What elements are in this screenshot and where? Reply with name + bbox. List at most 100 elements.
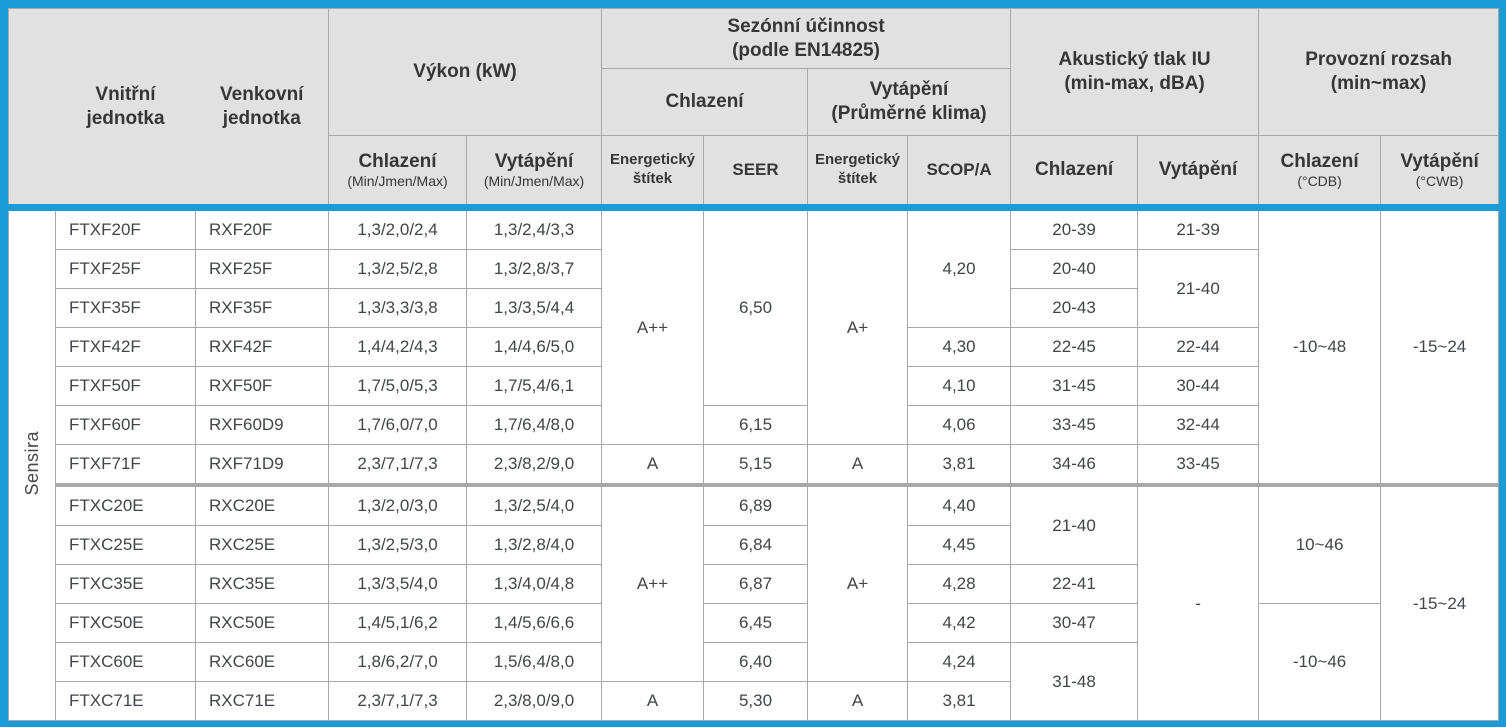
power-heating-title: Vytápění: [494, 150, 574, 172]
range-title: Provozní rozsah: [1305, 49, 1452, 71]
heating-capacity-cell: 1,3/2,8/4,0: [465, 525, 603, 565]
heating-capacity-cell: 2,3/8,0/9,0: [465, 681, 603, 721]
table-header: Vnitřní jednotka Venkovní jednotka Výkon…: [8, 8, 1500, 211]
range-heating-subtitle: (°CWB): [1415, 173, 1464, 190]
scop-cell: 3,81: [907, 444, 1012, 486]
sound-heating-cell: 32-44: [1137, 405, 1260, 445]
table-row: FTXC50E RXC50E 1,4/5,1/6,2 1,4/5,6/6,6 6…: [9, 603, 1499, 721]
series-label: Sensira: [21, 430, 42, 496]
cooling-capacity-cell: 1,4/4,2/4,3: [328, 327, 467, 367]
scop-cell: 4,24: [907, 642, 1012, 682]
series-label-cell: Sensira: [8, 207, 56, 721]
indoor-unit-cell: FTXC20E: [55, 483, 196, 526]
seer-cell: 6,50: [703, 207, 809, 406]
outdoor-unit-header: Venkovní jednotka: [195, 8, 329, 211]
scop-cell: 4,10: [907, 366, 1012, 406]
table-row: Sensira FTXF20F RXF20F 1,3/2,0/2,4 1,3/2…: [8, 207, 1500, 721]
cooling-capacity-cell: 1,7/5,0/5,3: [328, 366, 467, 406]
sound-cooling-cell: 34-46: [1010, 444, 1139, 486]
sound-heating-cell: -: [1137, 483, 1260, 721]
sound-cooling-cell: 30-47: [1010, 603, 1139, 643]
table-row: FTXF50F RXF50F 1,7/5,0/5,3 1,7/5,4/6,1 4…: [9, 366, 1499, 406]
range-cooling-cell: 10~46: [1258, 483, 1382, 604]
table-row: FTXF25F RXF25F 1,3/2,5/2,8 1,3/2,8/3,7 2…: [9, 249, 1499, 328]
indoor-unit-cell: FTXC35E: [55, 564, 196, 604]
range-cooling-cell: -10~48: [1258, 207, 1382, 486]
cooling-capacity-cell: 1,3/3,5/4,0: [328, 564, 467, 604]
heating-capacity-cell: 1,3/2,4/3,3: [465, 207, 603, 250]
energy-label-heating-cell: A: [807, 681, 909, 721]
acoustic-title: Akustický tlak IU: [1058, 49, 1211, 71]
indoor-unit-cell: FTXC50E: [55, 603, 196, 643]
table-row: FTXF42F RXF42F 1,4/4,2/4,3 1,4/4,6/5,0 4…: [9, 327, 1499, 367]
cooling-capacity-cell: 1,3/2,0/2,4: [328, 207, 467, 250]
table-row: FTXF35F RXF35F 1,3/3,3/3,8 1,3/3,5/4,4 2…: [9, 288, 1499, 328]
seer-header: SEER: [703, 135, 809, 211]
outdoor-unit-cell: RXF35F: [195, 288, 329, 328]
sound-cooling-cell: 22-45: [1010, 327, 1139, 367]
acoustic-cooling-header: Chlazení: [1010, 135, 1139, 211]
sound-heating-cell: 21-40: [1137, 249, 1260, 328]
sound-cooling-cell: 21-40: [1010, 483, 1139, 565]
range-cooling-title: Chlazení: [1280, 150, 1359, 172]
heating-capacity-cell: 1,3/4,0/4,8: [465, 564, 603, 604]
scop-cell: 4,28: [907, 564, 1012, 604]
table-row: FTXF71F RXF71D9 2,3/7,1/7,3 2,3/8,2/9,0 …: [9, 444, 1499, 486]
sound-heating-cell: 22-44: [1137, 327, 1260, 367]
table-row: FTXC35E RXC35E 1,3/3,5/4,0 1,3/4,0/4,8 6…: [9, 564, 1499, 604]
range-cooling-cell: -10~46: [1258, 603, 1382, 721]
scop-cell: 4,06: [907, 405, 1012, 445]
acoustic-pressure-header: Akustický tlak IU (min-max, dBA): [1010, 8, 1260, 136]
range-heating-header: Vytápění (°CWB): [1380, 135, 1500, 211]
heating-capacity-cell: 1,5/6,4/8,0: [465, 642, 603, 682]
seasonal-heating-header: Vytápění (Průměrné klima): [807, 68, 1012, 136]
scop-cell: 3,81: [907, 681, 1012, 721]
cooling-capacity-cell: 2,3/7,1/7,3: [328, 444, 467, 486]
range-cooling-subtitle: (°CDB): [1297, 173, 1342, 190]
cooling-capacity-cell: 1,3/3,3/3,8: [328, 288, 467, 328]
seer-cell: 6,84: [703, 525, 809, 565]
acoustic-subtitle: (min-max, dBA): [1064, 73, 1205, 94]
energy-label-heating-header: Energetický štítek: [807, 135, 909, 211]
seer-cell: 6,15: [703, 405, 809, 445]
outdoor-unit-cell: RXF50F: [195, 366, 329, 406]
table-row: FTXC60E RXC60E 1,8/6,2/7,0 1,5/6,4/8,0 6…: [9, 642, 1499, 721]
heating-capacity-cell: 1,4/4,6/5,0: [465, 327, 603, 367]
outdoor-unit-cell: RXF60D9: [195, 405, 329, 445]
power-heating-header: Vytápění (Min/Jmen/Max): [465, 135, 603, 211]
outdoor-unit-cell: RXC25E: [195, 525, 329, 565]
power-cooling-header: Chlazení (Min/Jmen/Max): [328, 135, 467, 211]
energy-label-cooling-cell: A++: [601, 207, 705, 445]
scop-header: SCOP/A: [907, 135, 1012, 211]
outdoor-unit-cell: RXC60E: [195, 642, 329, 682]
series-header-spacer: [8, 8, 56, 211]
table-body: Sensira FTXF20F RXF20F 1,3/2,0/2,4 1,3/2…: [8, 207, 1500, 721]
sound-heating-cell: 33-45: [1137, 444, 1260, 486]
table-row: FTXC25E RXC25E 1,3/2,5/3,0 1,3/2,8/4,0 6…: [9, 525, 1499, 565]
outdoor-unit-cell: RXC20E: [195, 483, 329, 526]
unit-spec-table: Vnitřní jednotka Venkovní jednotka Výkon…: [8, 8, 1500, 721]
sound-cooling-cell: 22-41: [1010, 564, 1139, 604]
power-cooling-subtitle: (Min/Jmen/Max): [347, 173, 448, 190]
seasonal-subtitle: (podle EN14825): [732, 39, 880, 61]
scop-cell: 4,42: [907, 603, 1012, 643]
indoor-unit-cell: FTXC71E: [55, 681, 196, 721]
sound-cooling-cell: 31-45: [1010, 366, 1139, 406]
table-row: FTXF60F RXF60D9 1,7/6,0/7,0 1,7/6,4/8,0 …: [9, 405, 1499, 445]
cooling-capacity-cell: 1,3/2,0/3,0: [328, 483, 467, 526]
seasonal-cooling-header: Chlazení: [601, 68, 809, 136]
seasonal-heating-subtitle: (Průměrné klima): [831, 103, 987, 124]
operating-range-header: Provozní rozsah (min~max): [1258, 8, 1500, 136]
scop-cell: 4,20: [907, 207, 1012, 328]
outdoor-unit-cell: RXF42F: [195, 327, 329, 367]
seer-cell: 5,30: [703, 681, 809, 721]
sound-heating-cell: 21-39: [1137, 207, 1260, 250]
power-cooling-title: Chlazení: [358, 150, 437, 172]
outdoor-unit-cell: RXF20F: [195, 207, 329, 250]
heating-capacity-cell: 1,3/3,5/4,4: [465, 288, 603, 328]
indoor-unit-cell: FTXF42F: [55, 327, 196, 367]
heating-capacity-cell: 1,3/2,5/4,0: [465, 483, 603, 526]
seasonal-title: Sezónní účinnost: [727, 15, 885, 37]
seer-cell: 5,15: [703, 444, 809, 486]
